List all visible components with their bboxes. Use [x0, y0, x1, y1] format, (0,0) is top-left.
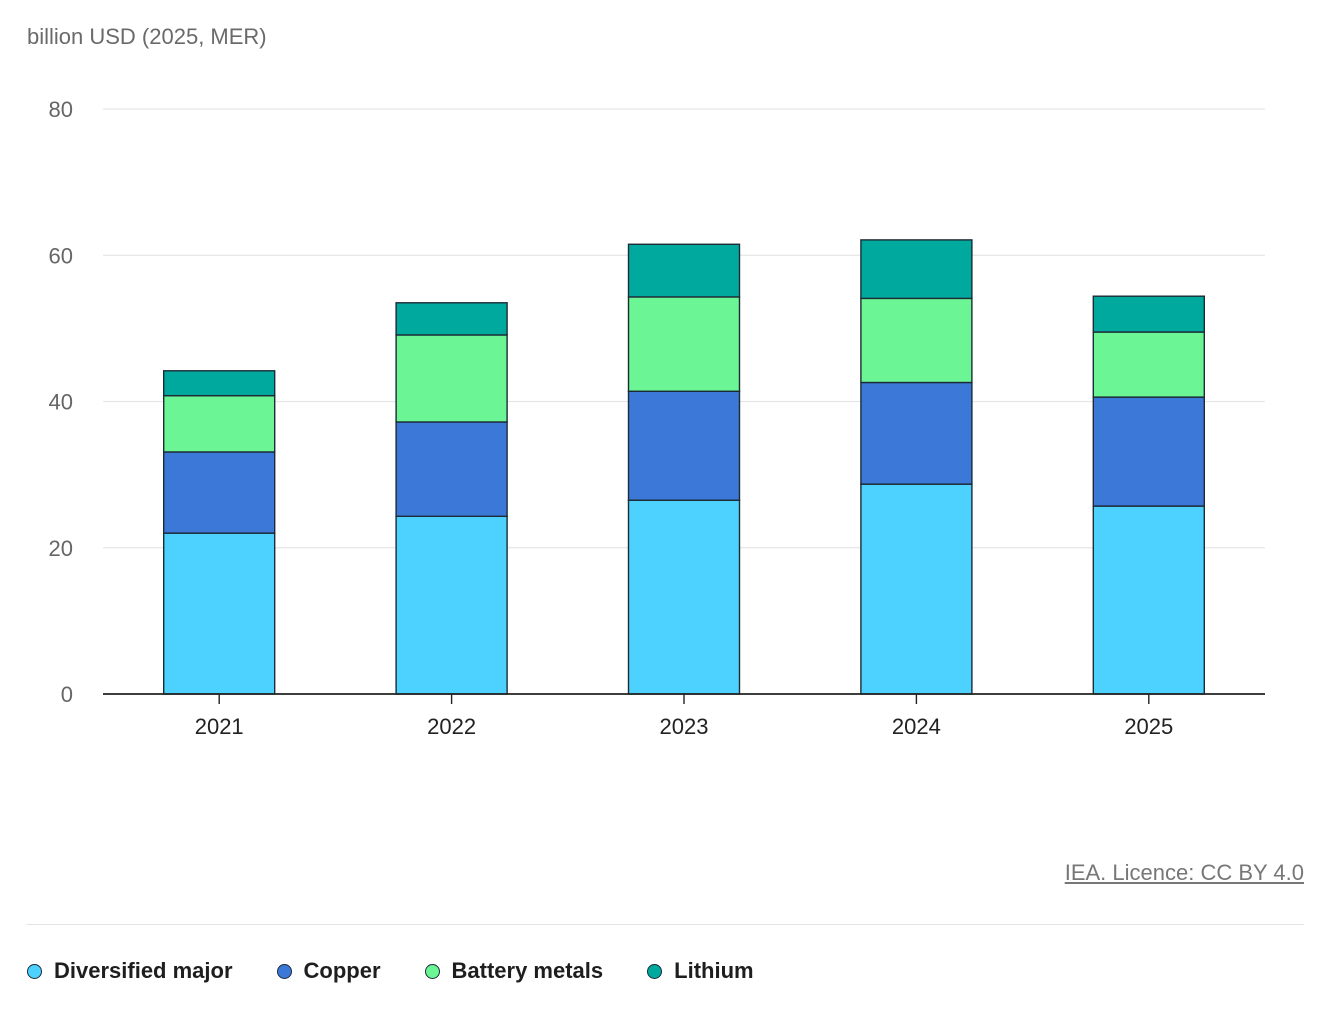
legend-label: Lithium — [674, 958, 754, 983]
bar-diversified-major-2021 — [162, 532, 276, 695]
bar-battery-metals-2024 — [860, 297, 973, 384]
legend-swatch — [647, 963, 663, 979]
legend: Diversified major Copper Battery metals Lit… — [27, 958, 798, 984]
legend-item-diversified-major[interactable]: Diversified major — [27, 958, 233, 984]
x-tick-label: 2021 — [195, 714, 244, 739]
legend-label: Battery metals — [451, 958, 604, 983]
x-tick-label: 2025 — [1124, 714, 1173, 739]
bar-lithium-2023 — [627, 243, 741, 298]
bar-diversified-major-2022 — [395, 515, 508, 695]
legend-label: Copper — [303, 958, 381, 983]
legend-item-lithium[interactable]: Lithium — [647, 958, 754, 984]
bar-battery-metals-2022 — [395, 334, 508, 423]
bar-battery-metals-2023 — [627, 296, 741, 392]
bar-lithium-2022 — [395, 302, 508, 336]
x-tick-label: 2024 — [892, 714, 941, 739]
legend-item-copper[interactable]: Copper — [276, 958, 381, 984]
bar-lithium-2021 — [162, 370, 276, 397]
y-tick-label: 0 — [61, 682, 73, 707]
legend-label: Diversified major — [54, 958, 233, 983]
bar-copper-2021 — [162, 451, 276, 534]
legend-swatch — [424, 963, 440, 979]
legend-swatch — [276, 963, 292, 979]
x-tick-label: 2022 — [427, 714, 476, 739]
bar-battery-metals-2025 — [1092, 331, 1206, 398]
licence-link[interactable]: IEA. Licence: CC BY 4.0 — [1064, 860, 1304, 885]
bar-lithium-2024 — [860, 239, 973, 300]
bar-copper-2024 — [860, 381, 973, 485]
bar-copper-2025 — [1092, 396, 1206, 507]
y-tick-label: 60 — [49, 243, 73, 268]
bar-copper-2023 — [627, 390, 741, 501]
x-tick-label: 2023 — [660, 714, 709, 739]
bar-diversified-major-2025 — [1092, 505, 1206, 695]
stacked-bar-chart: 0 20 40 60 80 2021 2022 2023 2024 2025 — [49, 97, 1265, 739]
y-tick-label: 40 — [49, 390, 73, 415]
y-tick-label: 80 — [49, 97, 73, 122]
y-tick-label: 20 — [49, 536, 73, 561]
bar-copper-2022 — [395, 421, 508, 518]
y-axis-unit-label: billion USD (2025, MER) — [27, 24, 267, 49]
legend-item-battery-metals[interactable]: Battery metals — [424, 958, 604, 984]
legend-swatch — [27, 963, 42, 979]
legend-divider — [27, 924, 1304, 925]
bar-lithium-2025 — [1092, 295, 1206, 333]
bar-diversified-major-2024 — [860, 483, 973, 695]
bar-diversified-major-2023 — [627, 499, 741, 695]
bar-battery-metals-2021 — [162, 394, 276, 453]
